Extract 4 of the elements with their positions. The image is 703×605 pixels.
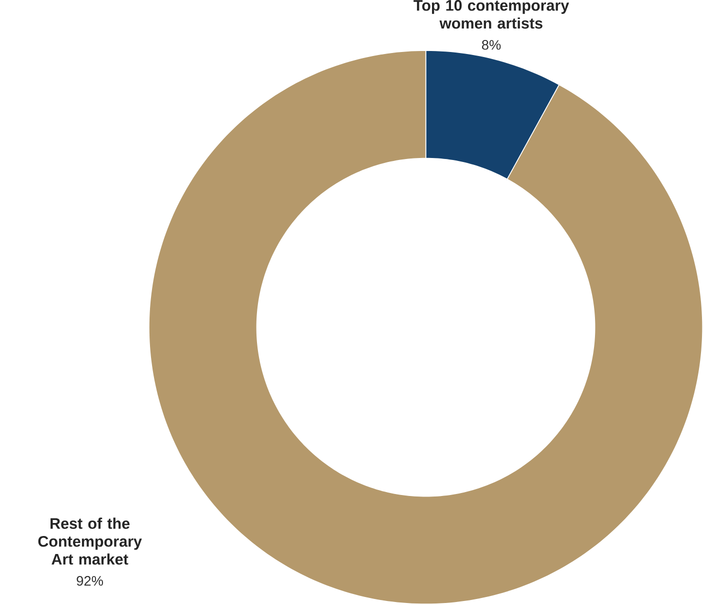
- data-label: 92%: [76, 576, 104, 586]
- slice-label: Rest of the Contemporary Art market: [38, 518, 142, 565]
- data-label: 8%: [482, 40, 501, 50]
- slice-label: Top 10 contemporary women artists: [414, 0, 570, 29]
